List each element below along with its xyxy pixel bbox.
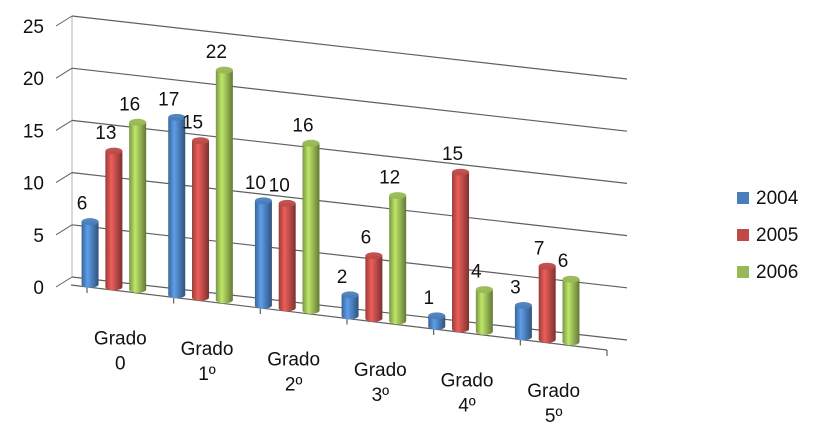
data-label: 6 xyxy=(361,228,372,249)
y-tick-label: 20 xyxy=(23,69,44,90)
gridline xyxy=(71,119,628,184)
gridline-side xyxy=(55,119,73,131)
x-tick-label: Grado 5º xyxy=(527,381,580,427)
x-tick-label: Grado 3º xyxy=(354,360,407,406)
data-label: 1 xyxy=(423,288,434,309)
bar-2006-1 xyxy=(215,66,233,304)
bar-2004-1 xyxy=(168,113,186,299)
legend-label: 2005 xyxy=(756,225,798,246)
bar-2004-5 xyxy=(514,301,532,341)
bar-2006-0 xyxy=(129,118,147,293)
data-label: 6 xyxy=(558,251,569,272)
x-tick-label: Grado 4º xyxy=(441,370,494,416)
gridline-side xyxy=(55,15,73,27)
y-tick-label: 10 xyxy=(23,174,44,195)
data-label: 12 xyxy=(379,168,400,189)
data-label: 10 xyxy=(269,175,290,196)
legend-label: 2006 xyxy=(756,262,798,283)
gridline-side xyxy=(55,276,73,288)
legend-swatch xyxy=(737,229,749,241)
bar-2006-3 xyxy=(389,192,407,325)
bar-2006-2 xyxy=(302,139,320,314)
data-label: 4 xyxy=(471,262,482,283)
bar-2005-0 xyxy=(105,147,123,291)
bar-2006-4 xyxy=(475,286,493,335)
data-label: 17 xyxy=(158,89,179,110)
x-tick-label: Grado 1º xyxy=(181,339,234,385)
bar-2004-2 xyxy=(254,197,272,309)
bar-2005-5 xyxy=(538,262,556,343)
gridline xyxy=(71,224,628,289)
data-label: 6 xyxy=(77,194,88,215)
bar-2005-4 xyxy=(452,168,470,333)
gridline xyxy=(71,172,628,237)
x-tick-label: Grado 2º xyxy=(267,349,320,395)
gridlines xyxy=(55,15,628,341)
data-label: 2 xyxy=(337,267,348,288)
bar-2005-3 xyxy=(365,252,383,322)
data-label: 22 xyxy=(206,42,227,63)
legend-swatch xyxy=(737,266,749,278)
bars xyxy=(81,66,580,346)
gridline-side xyxy=(55,224,73,236)
bar-2004-4 xyxy=(428,312,446,330)
legend-swatch xyxy=(737,192,749,204)
data-label: 7 xyxy=(534,238,545,259)
legend: 2004 2005 2006 xyxy=(737,188,799,283)
bar-2005-2 xyxy=(278,199,296,312)
gridline xyxy=(71,67,628,132)
y-tick-label: 0 xyxy=(33,278,44,299)
gridline xyxy=(71,15,628,80)
x-axis: Grado 0 Grado 1º Grado 2º Grado 3º Grado 4º Grado 5… xyxy=(94,328,580,427)
bar-2004-0 xyxy=(81,218,99,288)
data-label: 16 xyxy=(292,115,313,136)
data-label: 15 xyxy=(442,144,463,165)
gridline-side xyxy=(55,172,73,184)
y-tick-label: 25 xyxy=(23,17,44,38)
y-axis: 0 5 10 15 20 25 xyxy=(23,17,44,299)
y-tick-label: 15 xyxy=(23,121,44,142)
data-label: 10 xyxy=(245,173,266,194)
bar-2005-1 xyxy=(192,137,210,301)
legend-label: 2004 xyxy=(756,188,799,209)
y-tick-label: 5 xyxy=(33,226,44,247)
bar-2006-5 xyxy=(562,275,580,346)
data-label: 16 xyxy=(119,94,140,115)
gridline-side xyxy=(55,67,73,79)
data-label: 15 xyxy=(182,113,203,134)
data-label: 3 xyxy=(510,277,521,298)
bar-2004-3 xyxy=(341,291,359,320)
data-label: 13 xyxy=(95,123,116,144)
x-tick-label: Grado 0 xyxy=(94,328,147,374)
